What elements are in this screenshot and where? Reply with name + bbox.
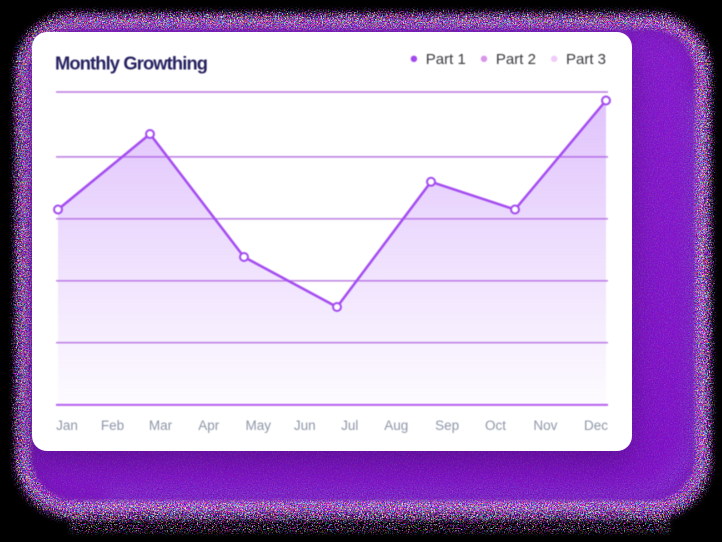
svg-text:May: May — [245, 418, 271, 433]
svg-text:Feb: Feb — [100, 418, 123, 433]
svg-text:Sep: Sep — [435, 418, 459, 433]
svg-text:Aug: Aug — [384, 418, 408, 433]
svg-text:Dec: Dec — [583, 418, 607, 433]
svg-text:Mar: Mar — [148, 418, 172, 433]
svg-text:Part 3: Part 3 — [566, 51, 606, 68]
svg-text:Nov: Nov — [533, 418, 557, 433]
svg-text:Jun: Jun — [293, 418, 315, 433]
svg-text:Oct: Oct — [484, 418, 505, 433]
svg-text:Jan: Jan — [56, 418, 78, 433]
svg-text:Monthly Growthing: Monthly Growthing — [55, 52, 207, 73]
svg-text:Apr: Apr — [198, 418, 220, 433]
svg-text:Part 1: Part 1 — [425, 51, 465, 68]
svg-text:Jul: Jul — [341, 418, 358, 433]
svg-text:Part 2: Part 2 — [495, 51, 535, 68]
